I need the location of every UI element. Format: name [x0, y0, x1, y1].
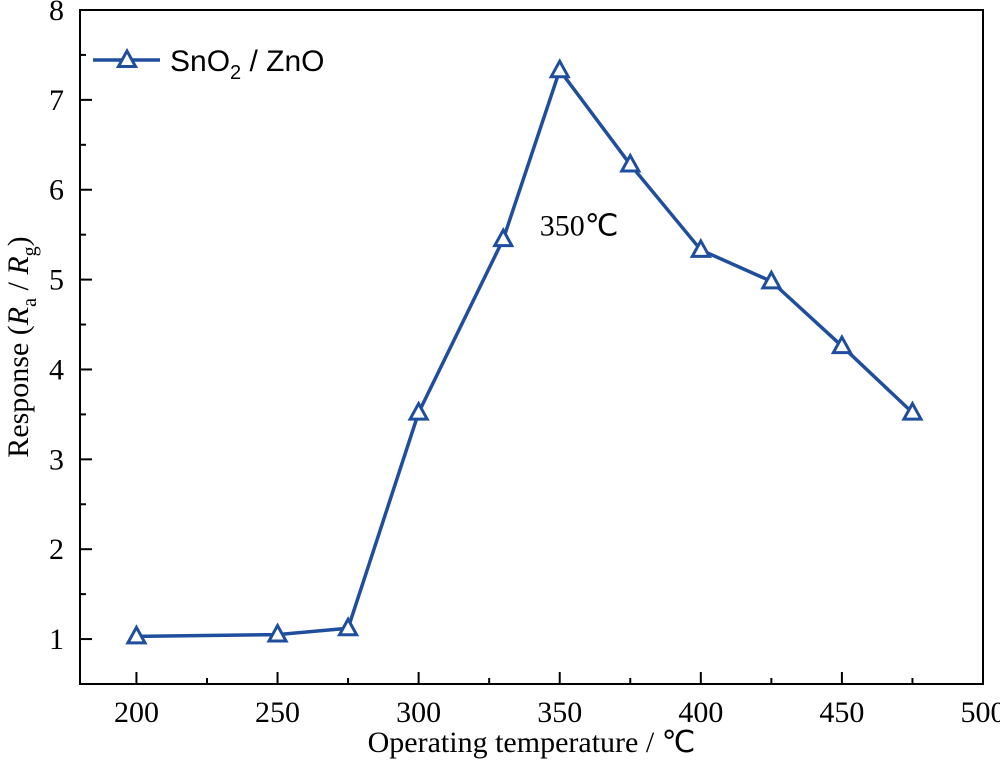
- legend-swatch-marker: [115, 47, 139, 68]
- series-line: [136, 68, 914, 639]
- y-tick-label: 1: [49, 623, 64, 656]
- y-axis-title-R1: R: [2, 307, 35, 326]
- y-axis-title-sub1: a: [19, 298, 41, 307]
- y-axis-title-sub2: g: [19, 246, 41, 256]
- x-tick-label: 450: [819, 696, 864, 729]
- data-point: [760, 269, 783, 290]
- data-point: [830, 333, 853, 355]
- legend-label-main: SnO: [170, 45, 230, 78]
- peak-annotation: 350℃: [540, 210, 619, 243]
- legend: SnO2 / ZnO: [93, 45, 325, 84]
- plot-area: [125, 58, 924, 645]
- y-tick-label: 8: [49, 0, 64, 27]
- x-tick-label: 350: [537, 696, 582, 729]
- data-point: [492, 227, 515, 248]
- data-point: [266, 622, 289, 643]
- x-tick-label: 250: [255, 696, 300, 729]
- y-axis-title-mid: /: [2, 275, 35, 298]
- data-point: [407, 400, 430, 421]
- data-point: [548, 58, 571, 79]
- y-tick-label: 3: [49, 443, 64, 476]
- legend-label-sub: 2: [230, 62, 241, 84]
- legend-label: SnO2 / ZnO: [170, 45, 325, 84]
- legend-label-rest: / ZnO: [241, 45, 324, 78]
- axes: 200 250 300 350 400 450 500 1 2 3 4 5 6 7 8: [49, 0, 1000, 729]
- x-tick-label: 300: [396, 696, 441, 729]
- data-point: [336, 616, 360, 637]
- y-tick-label: 2: [49, 533, 64, 566]
- x-tick-label: 400: [678, 696, 723, 729]
- y-axis-title-R2: R: [2, 256, 35, 275]
- plot-frame: [79, 9, 984, 685]
- data-point: [901, 400, 924, 421]
- y-axis-title-suffix: ): [2, 236, 35, 246]
- y-axis-title: Response (Ra / Rg): [2, 236, 41, 457]
- y-tick-label: 7: [49, 84, 64, 117]
- x-tick-label: 200: [114, 696, 159, 729]
- y-tick-label: 4: [49, 353, 64, 386]
- y-axis-title-prefix: Response (: [2, 325, 35, 457]
- y-tick-label: 5: [49, 264, 64, 297]
- data-point: [619, 152, 642, 173]
- y-tick-label: 6: [49, 174, 64, 207]
- x-axis-title: Operating temperature / ℃: [368, 726, 696, 759]
- data-point: [125, 624, 148, 645]
- x-tick-label: 500: [961, 696, 1000, 729]
- data-point: [689, 237, 712, 258]
